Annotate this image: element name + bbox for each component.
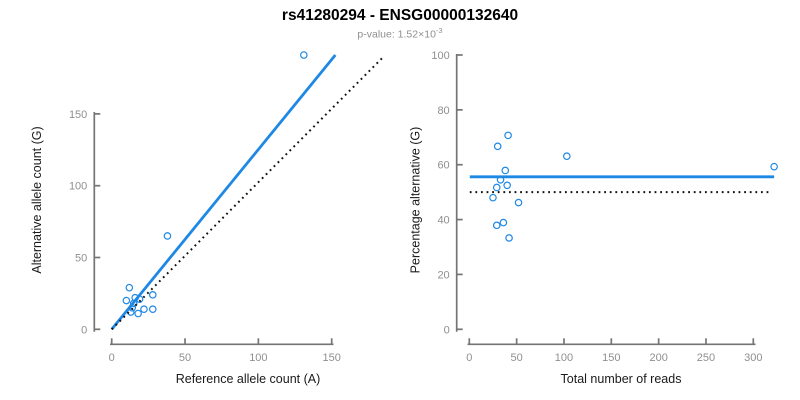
y-tick-label: 40 bbox=[437, 215, 449, 227]
data-point bbox=[163, 232, 172, 240]
data-point bbox=[770, 162, 778, 171]
plot-subtitle: p-value: 1.52×10-3 bbox=[0, 26, 800, 41]
data-point bbox=[501, 166, 510, 175]
y-tick-label: 80 bbox=[437, 105, 449, 117]
x-tick-label: 0 bbox=[466, 352, 472, 364]
data-point bbox=[492, 221, 501, 230]
y-axis-title: Percentage alternative (G) bbox=[409, 127, 423, 274]
y-tick-label: 150 bbox=[69, 109, 87, 121]
p-value-exponent: -3 bbox=[435, 26, 443, 35]
y-tick-label: 100 bbox=[431, 50, 449, 62]
x-axis-title: Reference allele count (A) bbox=[176, 372, 321, 386]
data-point bbox=[514, 198, 523, 207]
y-tick-label: 0 bbox=[444, 324, 450, 336]
data-point bbox=[504, 131, 512, 140]
data-point bbox=[148, 291, 157, 299]
data-point bbox=[122, 296, 131, 305]
data-point bbox=[563, 152, 571, 161]
x-tick-label: 50 bbox=[511, 352, 523, 364]
data-point bbox=[489, 193, 497, 202]
plot-title: rs41280294 - ENSG00000132640 bbox=[281, 7, 519, 24]
y-tick-label: 100 bbox=[69, 181, 87, 193]
x-tick-label: 150 bbox=[323, 352, 341, 364]
y-tick-label: 60 bbox=[437, 160, 449, 172]
x-axis-title: Total number of reads bbox=[561, 372, 682, 386]
x-tick-label: 300 bbox=[744, 352, 762, 364]
data-point bbox=[300, 51, 308, 59]
data-point bbox=[493, 142, 502, 151]
data-point bbox=[503, 181, 511, 190]
x-tick-label: 250 bbox=[697, 352, 715, 364]
x-tick-label: 200 bbox=[649, 352, 667, 364]
data-point bbox=[134, 309, 142, 318]
data-point bbox=[140, 305, 148, 313]
y-axis-title: Alternative allele count (G) bbox=[30, 126, 44, 273]
y-tick-label: 50 bbox=[75, 253, 87, 265]
x-tick-label: 100 bbox=[555, 352, 573, 364]
data-point bbox=[505, 234, 513, 242]
data-point bbox=[125, 283, 134, 292]
fit-line bbox=[110, 54, 337, 331]
y-tick-label: 20 bbox=[437, 269, 449, 281]
x-tick-label: 100 bbox=[249, 352, 267, 364]
data-point bbox=[492, 183, 501, 192]
data-point bbox=[499, 218, 508, 227]
y-tick-label: 0 bbox=[81, 324, 87, 336]
x-tick-label: 150 bbox=[602, 352, 620, 364]
x-tick-label: 50 bbox=[179, 352, 191, 364]
identity-line bbox=[110, 55, 386, 331]
x-tick-label: 0 bbox=[109, 352, 115, 364]
data-point bbox=[148, 305, 157, 313]
p-value-text: p-value: 1.52×10 bbox=[357, 28, 436, 41]
